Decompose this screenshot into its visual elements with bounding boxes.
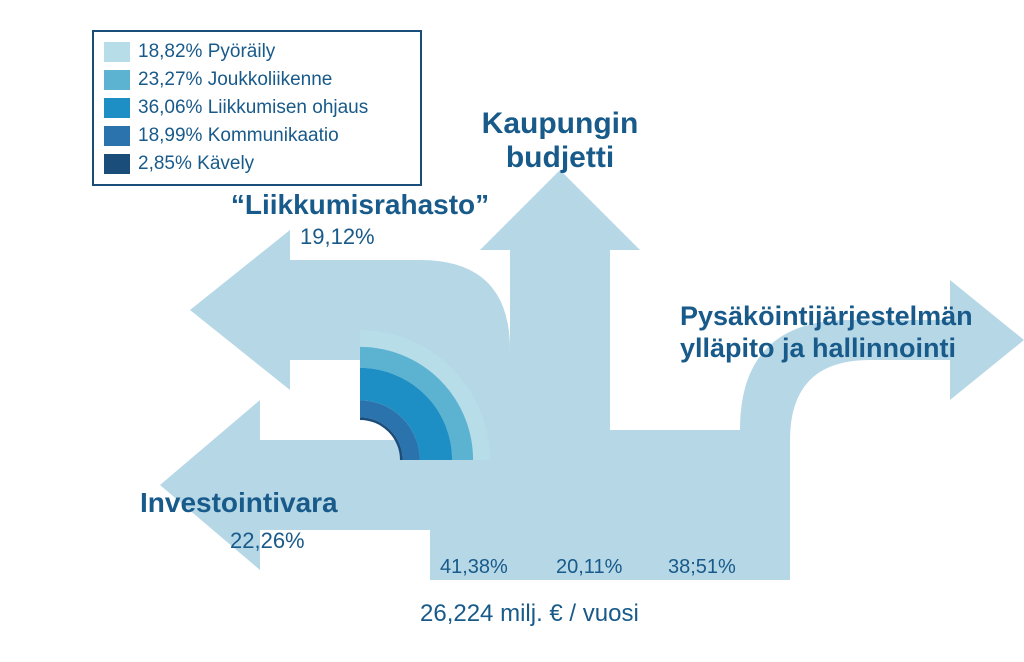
legend-swatch bbox=[104, 42, 130, 62]
bottom-pct-1: 41,38% bbox=[440, 556, 508, 579]
bottom-pct-2: 20,11% bbox=[556, 556, 622, 579]
legend-label: 18,82% Pyöräily bbox=[138, 41, 275, 63]
title-liikkumisrahasto: “Liikkumisrahasto” bbox=[210, 190, 510, 219]
legend-row: 23,27% Joukkoliikenne bbox=[104, 66, 410, 94]
title-investointivara: Investointivara bbox=[140, 488, 400, 517]
legend-box: 18,82% Pyöräily 23,27% Joukkoliikenne 36,0… bbox=[92, 30, 422, 186]
bottom-pct-3: 38;51% bbox=[668, 556, 736, 579]
legend-label: 2,85% Kävely bbox=[138, 153, 254, 175]
legend-row: 18,82% Pyöräily bbox=[104, 38, 410, 66]
legend-swatch bbox=[104, 154, 130, 174]
legend-label: 23,27% Joukkoliikenne bbox=[138, 69, 332, 91]
legend-swatch bbox=[104, 126, 130, 146]
legend-label: 36,06% Liikkumisen ohjaus bbox=[138, 97, 368, 119]
legend-label: 18,99% Kommunikaatio bbox=[138, 125, 339, 147]
legend-row: 18,99% Kommunikaatio bbox=[104, 122, 410, 150]
legend-swatch bbox=[104, 70, 130, 90]
legend-row: 36,06% Liikkumisen ohjaus bbox=[104, 94, 410, 122]
diagram-stage: 18,82% Pyöräily 23,27% Joukkoliikenne 36,0… bbox=[0, 0, 1024, 662]
title-kaupungin-budjetti-2: budjetti bbox=[460, 142, 660, 174]
legend-swatch bbox=[104, 98, 130, 118]
title-kaupungin-budjetti-1: Kaupungin bbox=[460, 108, 660, 140]
pct-investointivara: 22,26% bbox=[230, 528, 305, 554]
footer-total: 26,224 milj. € / vuosi bbox=[420, 600, 639, 628]
legend-row: 2,85% Kävely bbox=[104, 150, 410, 178]
title-pysakointi-2: ylläpito ja hallinnointi bbox=[680, 334, 1024, 362]
pct-liikkumisrahasto: 19,12% bbox=[300, 224, 375, 250]
title-pysakointi-1: Pysäköintijärjestelmän bbox=[680, 302, 1024, 330]
